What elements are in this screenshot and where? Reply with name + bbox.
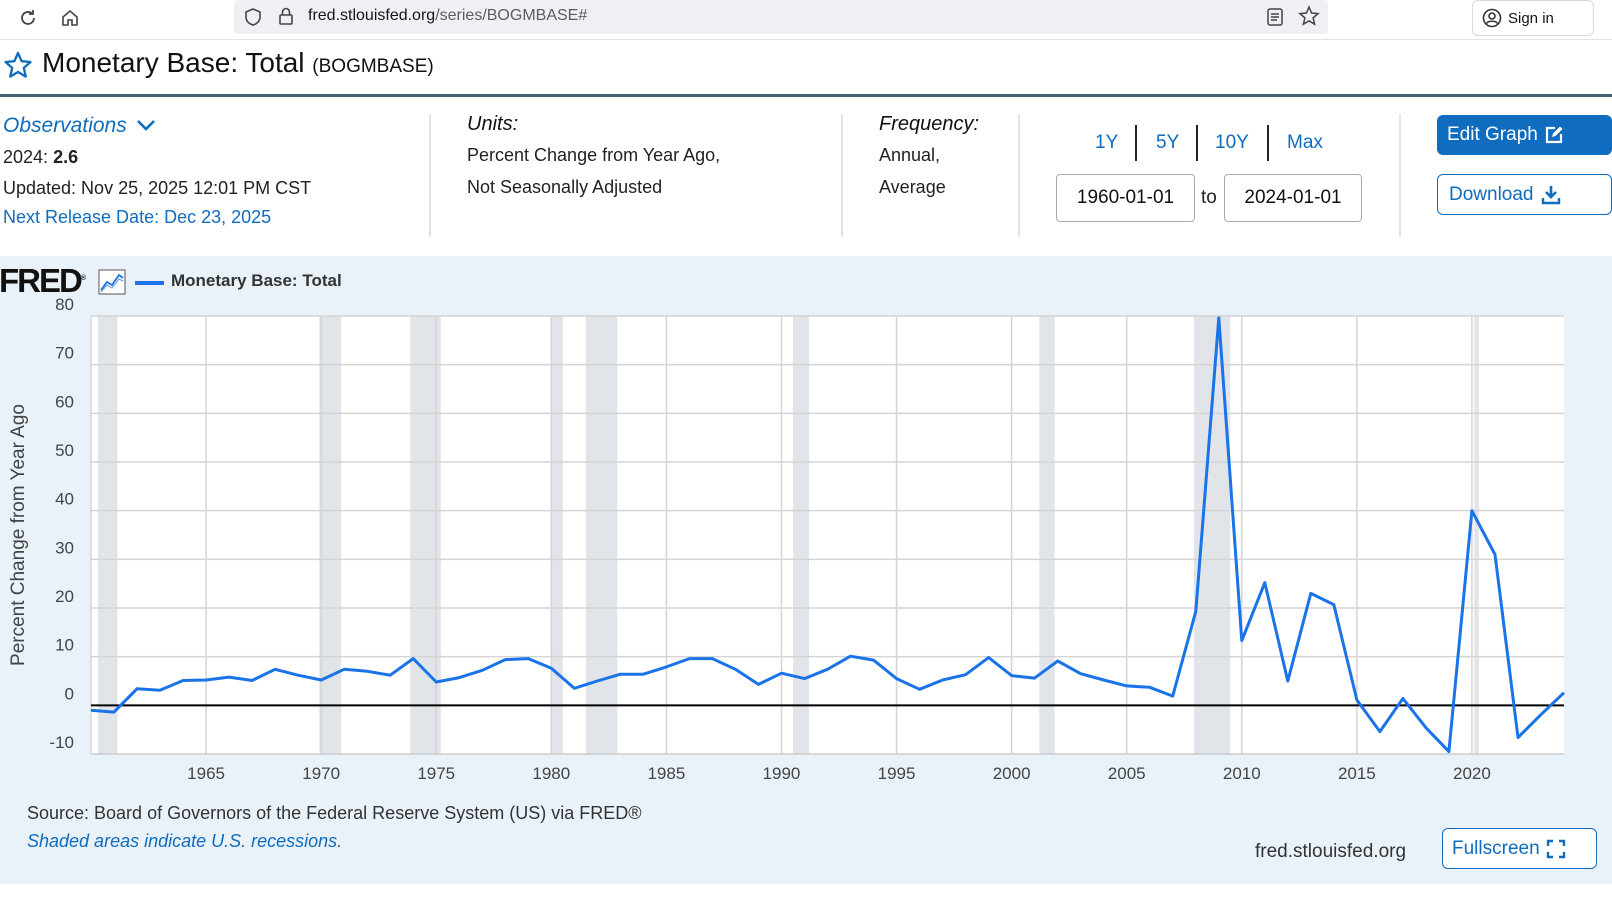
- browser-toolbar: fred.stlouisfed.org/series/BOGMBASE# Sig…: [0, 0, 1612, 38]
- y-tick-label: 60: [55, 392, 74, 411]
- title-divider: [0, 94, 1612, 97]
- recession-band: [97, 316, 118, 754]
- page-title: Monetary Base: Total (BOGMBASE): [42, 47, 434, 79]
- start-date-input[interactable]: 1960-01-01: [1056, 174, 1195, 222]
- column-divider: [1399, 114, 1401, 237]
- download-icon: [1541, 185, 1560, 204]
- chevron-down-icon: [136, 120, 155, 131]
- sign-in-label: Sign in: [1508, 9, 1554, 27]
- x-tick-label: 1980: [532, 764, 570, 783]
- y-tick-label: 40: [55, 490, 74, 509]
- x-tick-label: 1970: [302, 764, 340, 783]
- range-separator: [1267, 125, 1269, 161]
- fred-logo: FRED®: [0, 262, 86, 299]
- shield-icon[interactable]: [243, 7, 263, 32]
- y-tick-label: 20: [55, 587, 74, 606]
- x-tick-label: 2000: [993, 764, 1031, 783]
- range-10y-button[interactable]: 10Y: [1215, 132, 1249, 153]
- account-icon: [1482, 8, 1502, 28]
- latest-observation: 2024: 2.6: [3, 147, 78, 168]
- range-separator: [1196, 125, 1198, 161]
- source-text: Source: Board of Governors of the Federa…: [27, 803, 642, 823]
- reload-icon[interactable]: [13, 4, 43, 32]
- x-tick-label: 1965: [187, 764, 225, 783]
- recession-band: [792, 316, 810, 754]
- graph-icon: [98, 269, 126, 300]
- end-date-input[interactable]: 2024-01-01: [1224, 174, 1362, 222]
- sign-in-button[interactable]: Sign in: [1472, 0, 1594, 36]
- updated-text: Updated: Nov 25, 2025 12:01 PM CST: [3, 178, 312, 198]
- x-tick-label: 2015: [1338, 764, 1376, 783]
- range-5y-button[interactable]: 5Y: [1156, 132, 1180, 153]
- url-text[interactable]: fred.stlouisfed.org/series/BOGMBASE#: [308, 7, 588, 24]
- y-tick-label: 30: [55, 538, 74, 557]
- series-line: [90, 316, 1566, 754]
- legend-swatch: [135, 281, 164, 285]
- x-tick-label: 1995: [878, 764, 916, 783]
- x-tick-label: 2020: [1453, 764, 1491, 783]
- y-tick-label: 0: [65, 684, 74, 703]
- observations-label: Observations: [3, 114, 127, 137]
- series-id: (BOGMBASE): [312, 56, 434, 77]
- units-value-line2: Not Seasonally Adjusted: [467, 177, 663, 197]
- range-1y-button[interactable]: 1Y: [1095, 132, 1119, 153]
- edit-icon: [1545, 126, 1563, 144]
- download-button[interactable]: Download: [1437, 174, 1612, 215]
- y-tick-label: 50: [55, 441, 74, 460]
- y-tick-label: 80: [55, 295, 74, 314]
- units-value-line1: Percent Change from Year Ago,: [467, 145, 721, 165]
- fullscreen-button[interactable]: Fullscreen: [1442, 828, 1597, 869]
- column-divider: [429, 114, 431, 237]
- x-tick-label: 1975: [417, 764, 455, 783]
- range-separator: [1135, 125, 1137, 161]
- observations-dropdown[interactable]: Observations: [3, 114, 157, 138]
- home-icon[interactable]: [55, 4, 85, 32]
- recession-band: [1474, 316, 1479, 754]
- site-name: fred.stlouisfed.org: [1255, 841, 1407, 862]
- reader-view-icon[interactable]: [1266, 7, 1284, 32]
- latest-date: 2024:: [3, 147, 49, 167]
- frequency-label: Frequency:: [879, 113, 980, 135]
- range-max-button[interactable]: Max: [1287, 132, 1323, 153]
- column-divider: [1018, 114, 1020, 237]
- x-tick-label: 2010: [1223, 764, 1261, 783]
- lock-icon[interactable]: [277, 6, 295, 31]
- recession-note: Shaded areas indicate U.S. recessions.: [27, 831, 343, 851]
- recession-band: [319, 316, 342, 754]
- x-tick-label: 1985: [647, 764, 685, 783]
- y-tick-label: 10: [55, 636, 74, 655]
- units-label: Units:: [467, 113, 519, 135]
- next-release-link[interactable]: Next Release Date: Dec 23, 2025: [3, 207, 272, 227]
- plot-area: [91, 316, 1564, 754]
- recession-band: [585, 316, 618, 754]
- address-bar[interactable]: [234, 0, 1328, 34]
- fullscreen-label: Fullscreen: [1452, 837, 1540, 859]
- recession-band: [1039, 316, 1055, 754]
- latest-value: 2.6: [53, 147, 79, 167]
- bookmark-star-icon[interactable]: [1298, 5, 1320, 32]
- y-axis-label: Percent Change from Year Ago: [8, 404, 29, 666]
- legend-label: Monetary Base: Total: [171, 271, 342, 290]
- series-title: Monetary Base: Total: [42, 47, 305, 78]
- frequency-value-line1: Annual,: [879, 145, 941, 165]
- toolbar-divider: [0, 39, 1612, 40]
- frequency-value-line2: Average: [879, 177, 946, 197]
- favorite-star-icon[interactable]: [3, 51, 33, 84]
- edit-graph-button[interactable]: Edit Graph: [1437, 115, 1612, 155]
- date-to-label: to: [1201, 187, 1217, 208]
- x-tick-label: 1990: [763, 764, 801, 783]
- edit-graph-label: Edit Graph: [1447, 124, 1538, 145]
- y-tick-label: 70: [55, 344, 74, 363]
- x-tick-label: 2005: [1108, 764, 1146, 783]
- y-tick-label: -10: [49, 733, 74, 752]
- download-label: Download: [1449, 183, 1534, 205]
- recession-band: [551, 316, 563, 754]
- fullscreen-icon: [1546, 839, 1565, 858]
- column-divider: [841, 114, 843, 237]
